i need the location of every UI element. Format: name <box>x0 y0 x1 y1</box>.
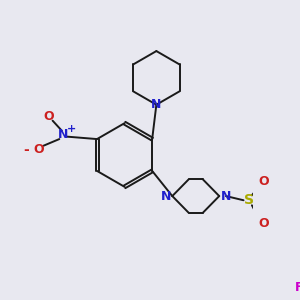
Text: O: O <box>43 110 54 123</box>
Text: -: - <box>24 143 29 157</box>
Text: N: N <box>58 128 69 141</box>
Text: +: + <box>67 124 76 134</box>
Text: N: N <box>221 190 231 202</box>
Text: O: O <box>33 143 44 157</box>
Text: O: O <box>258 175 269 188</box>
Text: F: F <box>295 281 300 294</box>
Text: S: S <box>244 193 254 207</box>
Text: O: O <box>258 217 269 230</box>
Text: N: N <box>160 190 171 202</box>
Text: N: N <box>151 98 162 111</box>
